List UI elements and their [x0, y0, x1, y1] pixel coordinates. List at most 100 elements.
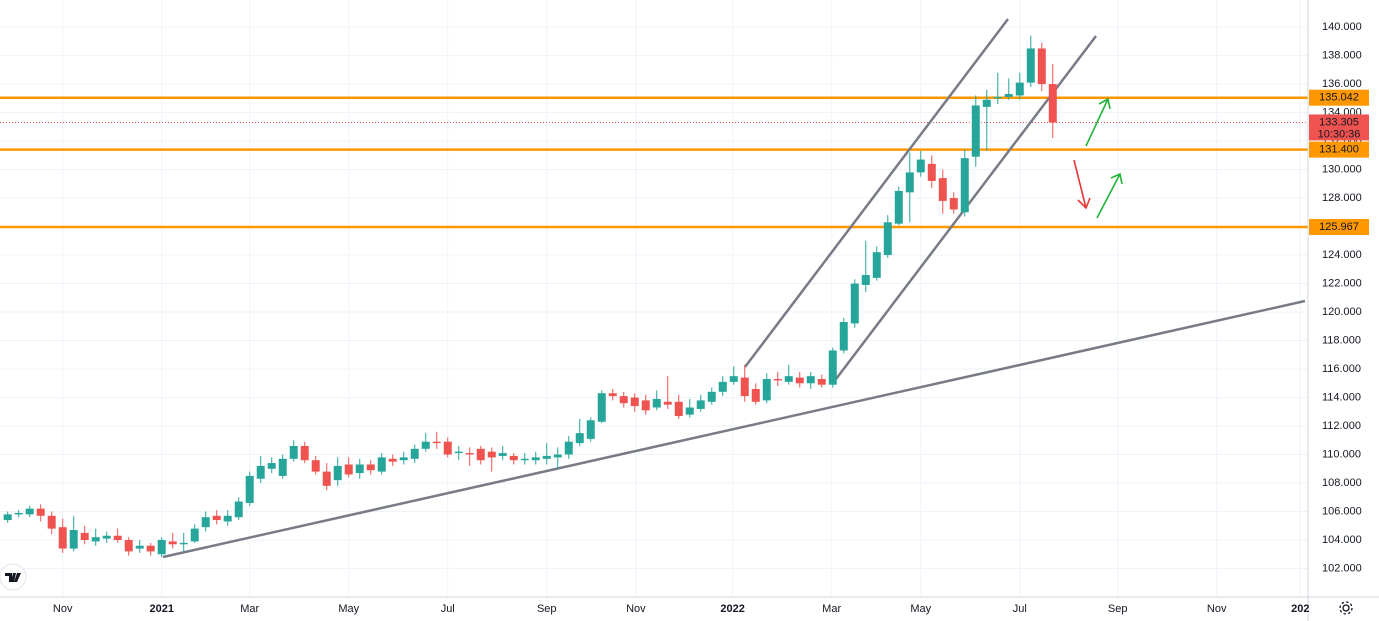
candle-body	[696, 400, 705, 409]
candle-body	[278, 458, 287, 476]
candle-body	[542, 455, 551, 459]
candle-body	[553, 454, 562, 458]
candle-body	[36, 508, 45, 516]
x-tick-label: Mar	[822, 603, 841, 615]
y-tick-label: 138.000	[1322, 49, 1362, 61]
candle-body	[333, 465, 342, 481]
levels	[0, 96, 1308, 229]
level-label: 135.042	[1319, 92, 1359, 104]
candle-body	[509, 455, 518, 461]
y-tick-label: 114.000	[1322, 391, 1361, 403]
candle-body	[597, 393, 606, 422]
x-tick-label: Sep	[1108, 603, 1128, 615]
gear-teeth[interactable]	[1339, 601, 1353, 615]
candle-body	[421, 441, 430, 449]
candle-body	[861, 274, 870, 285]
candle-body	[465, 453, 474, 455]
arrow-up	[1096, 172, 1123, 219]
logo	[0, 563, 27, 591]
y-tick-label: 106.000	[1322, 505, 1362, 517]
y-tick-label: 136.000	[1322, 78, 1362, 90]
candle-body	[916, 159, 925, 173]
candle-body	[1048, 84, 1057, 123]
y-tick-label: 104.000	[1322, 534, 1362, 546]
candle-body	[1026, 48, 1035, 83]
x-tick-label: 2022	[720, 603, 744, 615]
arrow-up	[1085, 97, 1111, 147]
candle-body	[212, 515, 221, 521]
candle-body	[806, 376, 815, 384]
candle-body	[3, 514, 12, 521]
candle-body	[69, 530, 78, 549]
candle-body	[344, 464, 353, 475]
x-tick-label: Sep	[537, 603, 557, 615]
candle-body	[564, 441, 573, 455]
candle-body	[927, 163, 936, 181]
candle-body	[630, 397, 639, 407]
trend-line	[162, 299, 1306, 559]
y-tick-label: 102.000	[1322, 562, 1362, 574]
candle-body	[102, 535, 111, 539]
countdown: 10:30:36	[1318, 128, 1361, 140]
candle-body	[190, 528, 199, 542]
candle-body	[476, 448, 485, 461]
candle-body	[1037, 48, 1046, 85]
candle-body	[971, 105, 980, 157]
candles	[3, 35, 1057, 558]
candle-body	[938, 178, 947, 201]
candle-body	[146, 545, 155, 552]
candle-body	[641, 400, 650, 411]
last-price-label: 133.305	[1319, 116, 1359, 128]
x-tick-label: Nov	[626, 603, 646, 615]
x-tick-label: May	[338, 603, 359, 615]
y-tick-label: 124.000	[1322, 249, 1362, 261]
candle-body	[14, 512, 23, 515]
candle-body	[223, 515, 232, 522]
candle-body	[47, 515, 56, 529]
candle-body	[410, 448, 419, 459]
candle-body	[784, 376, 793, 382]
candle-body	[498, 453, 507, 456]
y-tick-label: 120.000	[1322, 306, 1362, 318]
candle-body	[531, 457, 540, 461]
candle-body	[124, 540, 133, 552]
candle-body	[267, 463, 276, 469]
candle-body	[718, 381, 727, 392]
candle-body	[608, 393, 617, 397]
candle-body	[520, 458, 529, 461]
x-tick-label: Jul	[1013, 603, 1027, 615]
candle-body	[905, 172, 914, 193]
candle-body	[245, 475, 254, 503]
candle-body	[399, 457, 408, 461]
candle-body	[256, 465, 265, 479]
candle-body	[575, 433, 584, 444]
channel-upper	[744, 18, 1009, 368]
candle-body	[707, 391, 716, 402]
settings-icon[interactable]	[1339, 601, 1353, 615]
x-tick-label: Nov	[1207, 603, 1227, 615]
candle-body	[322, 471, 331, 486]
candle-body	[674, 401, 683, 417]
y-tick-label: 118.000	[1322, 334, 1361, 346]
candle-body	[443, 441, 452, 455]
gear-center[interactable]	[1342, 604, 1350, 612]
candle-body	[377, 457, 386, 472]
candle-body	[729, 376, 738, 382]
y-tick-label: 140.000	[1322, 21, 1362, 33]
candle-body	[795, 377, 804, 384]
candle-body	[850, 283, 859, 324]
candle-body	[135, 545, 144, 549]
candle-body	[1004, 94, 1013, 97]
y-tick-label: 116.000	[1322, 363, 1361, 375]
y-tick-label: 108.000	[1322, 477, 1362, 489]
x-tick-label: May	[910, 603, 931, 615]
logo-mark	[5, 573, 21, 582]
x-tick-label: 202	[1291, 603, 1309, 615]
y-tick-label: 128.000	[1322, 192, 1362, 204]
candle-body	[25, 508, 34, 515]
candle-body	[1015, 82, 1024, 96]
candle-body	[91, 537, 100, 542]
candle-body	[982, 99, 991, 107]
candle-body	[234, 501, 243, 518]
